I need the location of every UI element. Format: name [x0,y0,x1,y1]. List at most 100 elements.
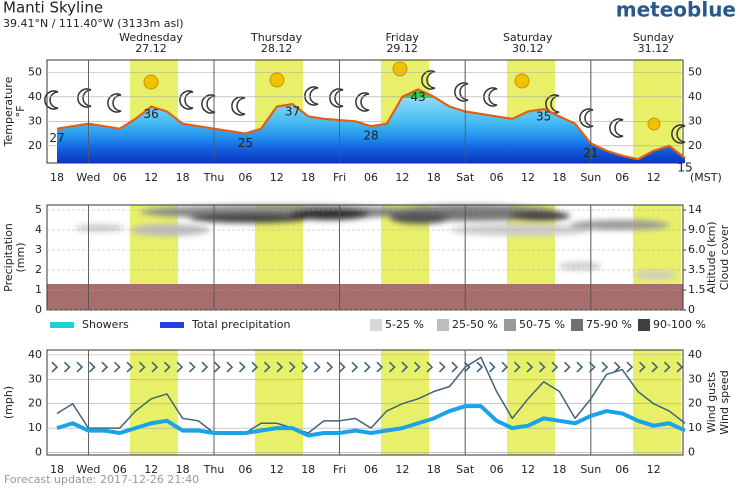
wind-direction [213,361,221,373]
y2-tick-label: 40 [688,90,702,103]
y2-tick-label: 40 [688,348,702,361]
y-tick-label: 20 [28,397,42,410]
y-tick-label: 4 [35,223,42,236]
day-name: Saturday [503,31,553,44]
wind-direction [588,361,596,373]
x-tick-label: Sat [456,171,475,184]
x-tick-label: 18 [176,463,190,476]
wind-direction [51,361,59,373]
y2-tick-label: 50 [688,65,702,78]
wind-direction [376,361,384,373]
legend-label: Total precipitation [191,318,291,331]
wind-direction [288,361,296,373]
x-tick-label: Sun [580,171,601,184]
day-date: 28.12 [261,42,293,55]
x-tick-label: 06 [113,171,127,184]
x-tick-label: Thu [203,171,225,184]
day-date: 29.12 [386,42,418,55]
y-tick-label: 1 [35,283,42,296]
y-axis-title: Temperature [2,76,15,147]
data-label: 15 [677,161,692,175]
wind-direction [476,361,484,373]
x-tick-label: 12 [647,463,661,476]
wind-direction [438,361,446,373]
line [56,404,686,438]
wind-direction [651,361,659,373]
footer: Forecast update: 2017-12-26 21:40 [4,473,199,486]
wind-direction [201,361,209,373]
y-axis-title: (mph) [2,386,15,419]
cloud-legend-label: 25-50 % [452,318,498,331]
moon [329,88,344,108]
wind-direction [488,361,496,373]
y-tick-label: 30 [28,372,42,385]
x-tick-label: Wed [76,463,100,476]
wind-direction [338,361,346,373]
x-tick-label: 12 [521,463,535,476]
wind-direction [76,361,84,373]
data-label: 35 [536,110,551,124]
title: Manti Skyline [3,0,103,17]
moon [454,82,469,102]
moon [609,118,624,138]
cloud-legend-label: 5-25 % [385,318,424,331]
x-tick-label: 12 [270,463,284,476]
wind-direction [501,361,509,373]
x-tick-label: 18 [50,463,64,476]
data-label: 27 [49,131,64,145]
wind-direction [176,361,184,373]
legend-label: Showers [82,318,129,331]
day-name: Sunday [633,31,675,44]
x-tick-label: Wed [76,171,100,184]
y2-tick-label: 30 [688,114,702,127]
y2-tick-label: 0 [688,446,695,459]
x-tick-label: 12 [270,171,284,184]
cloud-legend-swatch [370,319,382,331]
x-tick-label: 06 [615,171,629,184]
moon [421,70,436,90]
y-tick-label: 2 [35,263,42,276]
data-label: 43 [410,90,425,104]
wind-direction [138,361,146,373]
moon [483,87,498,107]
wind-direction [401,361,409,373]
x-tick-label: Sat [456,463,475,476]
wind-direction [413,361,421,373]
x-tick-label: 06 [490,171,504,184]
wind-direction [551,361,559,373]
moon [231,96,246,116]
y2-tick-label: 9.0 [688,223,706,236]
moon [201,94,216,114]
x-tick-label: 12 [395,463,409,476]
low-cloud [47,284,683,310]
y-tick-label: 40 [28,348,42,361]
line [56,356,686,434]
day-date: 31.12 [638,42,670,55]
y-tick-label: 30 [28,114,42,127]
wind-direction [601,361,609,373]
x-tick-label: 12 [144,463,158,476]
x-tick-label: 06 [238,463,252,476]
x-tick-label: 18 [427,171,441,184]
x-tick-label: 12 [521,171,535,184]
x-tick-label: 18 [552,171,566,184]
data-label: 36 [144,107,159,121]
moon [355,92,370,112]
wind-direction [88,361,96,373]
day-name: Friday [386,31,420,44]
wind-direction [188,361,196,373]
y2-tick-label: 20 [688,139,702,152]
cloud-legend-swatch [504,319,516,331]
wind-direction [676,361,684,373]
y-axis-title: Precipitation [2,223,15,292]
y-tick-label: 5 [35,203,42,216]
wind-direction [513,361,521,373]
wind-direction [613,361,621,373]
x-tick-label: 18 [301,463,315,476]
x-tick-label: 12 [647,171,661,184]
x-tick-label: Fri [333,463,346,476]
x-tick-label: 18 [427,463,441,476]
y2-tick-label: 3.5 [688,263,706,276]
wind-direction [626,361,634,373]
day-date: 27.12 [135,42,167,55]
